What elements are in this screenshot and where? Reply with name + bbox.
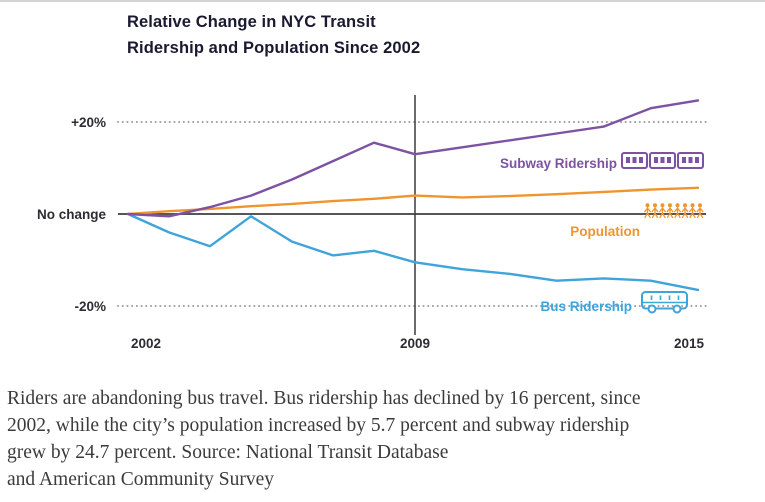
y-axis-labels: +20% No change -20% (37, 115, 107, 314)
ytick-nochange: No change (37, 207, 107, 222)
subway-train-icon (621, 152, 704, 169)
person-figure (651, 203, 659, 219)
subway-series-label: Subway Ridership (500, 156, 617, 171)
subway-ridership-line (126, 99, 700, 218)
x-axis-labels: 2002 2009 2015 (131, 336, 705, 351)
person-figure (666, 203, 674, 219)
population-line (126, 186, 700, 216)
series-lines (126, 99, 700, 292)
caption: Riders are abandoning bus travel. Bus ri… (7, 385, 759, 493)
subway-car (677, 152, 704, 169)
population-series-label: Population (570, 224, 640, 239)
person-figure (689, 203, 696, 219)
caption-line: 2002, while the city’s population increa… (7, 415, 630, 436)
subway-car (649, 152, 676, 169)
caption-line: and American Community Survey (7, 469, 275, 490)
caption-line: grew by 24.7 percent. Source: National T… (7, 442, 449, 463)
chart-title-line1: Relative Change in NYC Transit (127, 13, 376, 31)
bus-series-label: Bus Ridership (540, 299, 632, 314)
person-figure (696, 203, 704, 219)
chart-title: Relative Change in NYC Transit Ridership… (127, 10, 420, 61)
person-figure (674, 203, 681, 219)
bus-ridership-line (126, 212, 700, 292)
xtick-2009: 2009 (400, 336, 430, 351)
person-figure (659, 203, 666, 219)
caption-line: Riders are abandoning bus travel. Bus ri… (7, 388, 641, 409)
xtick-2002: 2002 (131, 336, 161, 351)
chart-title-line2: Ridership and Population Since 2002 (127, 38, 421, 57)
bus-icon (641, 291, 688, 314)
gridlines (117, 95, 707, 335)
ytick-minus20: -20% (74, 299, 106, 314)
person-figure (644, 203, 651, 219)
people-icon (644, 203, 704, 219)
xtick-2015: 2015 (674, 336, 705, 351)
line-chart: +20% No change -20% 2002 2009 2015 Subwa… (37, 95, 707, 351)
person-figure (681, 203, 689, 219)
ytick-plus20: +20% (71, 115, 106, 130)
subway-car (621, 152, 648, 169)
series-labels: Subway Ridership Population Bus Ridershi… (500, 156, 640, 314)
